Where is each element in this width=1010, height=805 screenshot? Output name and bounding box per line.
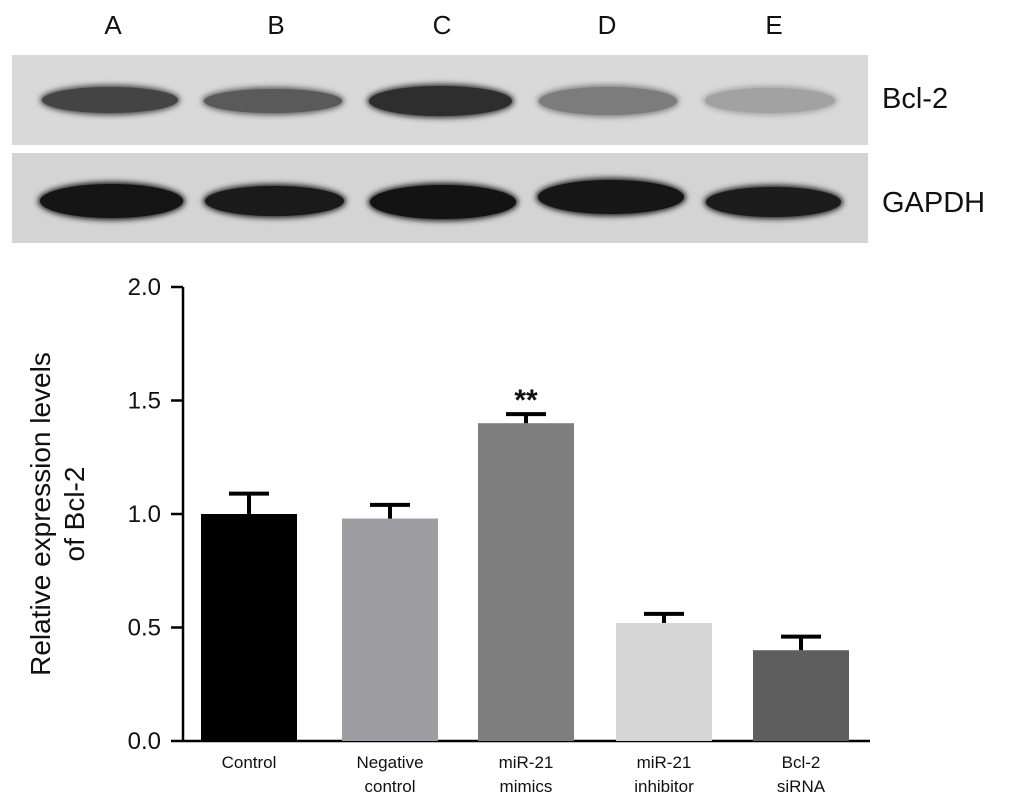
- gapdh-band-b: [205, 186, 344, 216]
- category-label-line: Control: [222, 753, 277, 772]
- bar-5: [753, 650, 849, 741]
- y-tick-label: 2.0: [128, 274, 161, 301]
- category-label-line: mimics: [500, 777, 553, 796]
- category-label-3: miR-21 mimics: [499, 753, 554, 796]
- category-label-line: miR-21: [637, 753, 692, 772]
- category-label-1: Control: [222, 753, 277, 772]
- gapdh-band-d: [538, 180, 684, 214]
- category-label-line: control: [364, 777, 415, 796]
- y-ticks: 0.0 0.5 1.0 1.5 2.0: [128, 274, 183, 755]
- bcl2-band-c: [369, 86, 512, 116]
- significance-label: **: [514, 384, 538, 417]
- lane-label-e: E: [765, 10, 783, 40]
- y-tick-label: 0.5: [128, 615, 161, 642]
- bcl2-band-b: [204, 89, 342, 113]
- category-label-line: inhibitor: [634, 777, 694, 796]
- error-bars: [229, 412, 821, 651]
- protein-label-gapdh: GAPDH: [882, 187, 986, 219]
- blot-strip-gapdh: [12, 153, 868, 243]
- gapdh-band-e: [706, 187, 841, 217]
- y-axis-title: Relative expression levels of Bcl-2: [25, 352, 90, 676]
- lane-label-b: B: [267, 10, 285, 40]
- lane-label-c: C: [432, 10, 452, 40]
- y-axis-title-line: of Bcl-2: [59, 467, 90, 562]
- y-tick-label: 1.5: [128, 388, 161, 415]
- bcl2-band-d: [539, 87, 677, 115]
- category-label-line: Bcl-2: [782, 753, 821, 772]
- bar-2: [342, 518, 438, 741]
- lane-label-d: D: [597, 10, 617, 40]
- category-label-5: Bcl-2 siRNA: [777, 753, 826, 796]
- significance-marks: **: [514, 384, 538, 417]
- category-label-line: Negative: [356, 753, 423, 772]
- bcl2-band-a: [42, 87, 178, 113]
- lane-label-a: A: [104, 10, 122, 40]
- category-label-line: siRNA: [777, 777, 826, 796]
- y-axis-title-line: Relative expression levels: [25, 352, 56, 676]
- bar-chart: Relative expression levels of Bcl-2 0.00.…: [25, 274, 870, 796]
- gapdh-band-a: [40, 184, 183, 218]
- bars: [201, 423, 849, 741]
- y-tick-label: 1.0: [128, 501, 161, 528]
- category-label-2: Negative control: [356, 753, 423, 796]
- bar-4: [616, 622, 712, 741]
- bar-1: [201, 514, 297, 741]
- category-label-line: miR-21: [499, 753, 554, 772]
- y-axis-label: Relative expression levels of Bcl-2: [25, 352, 90, 676]
- protein-label-bcl2: Bcl-2: [882, 83, 949, 115]
- y-tick-label: 0.0: [128, 728, 161, 755]
- bar-3: [478, 423, 574, 741]
- category-label-4: miR-21 inhibitor: [634, 753, 694, 796]
- gapdh-band-c: [370, 185, 516, 219]
- bcl2-band-e: [705, 88, 835, 113]
- blot-strip-bcl2: [12, 55, 868, 145]
